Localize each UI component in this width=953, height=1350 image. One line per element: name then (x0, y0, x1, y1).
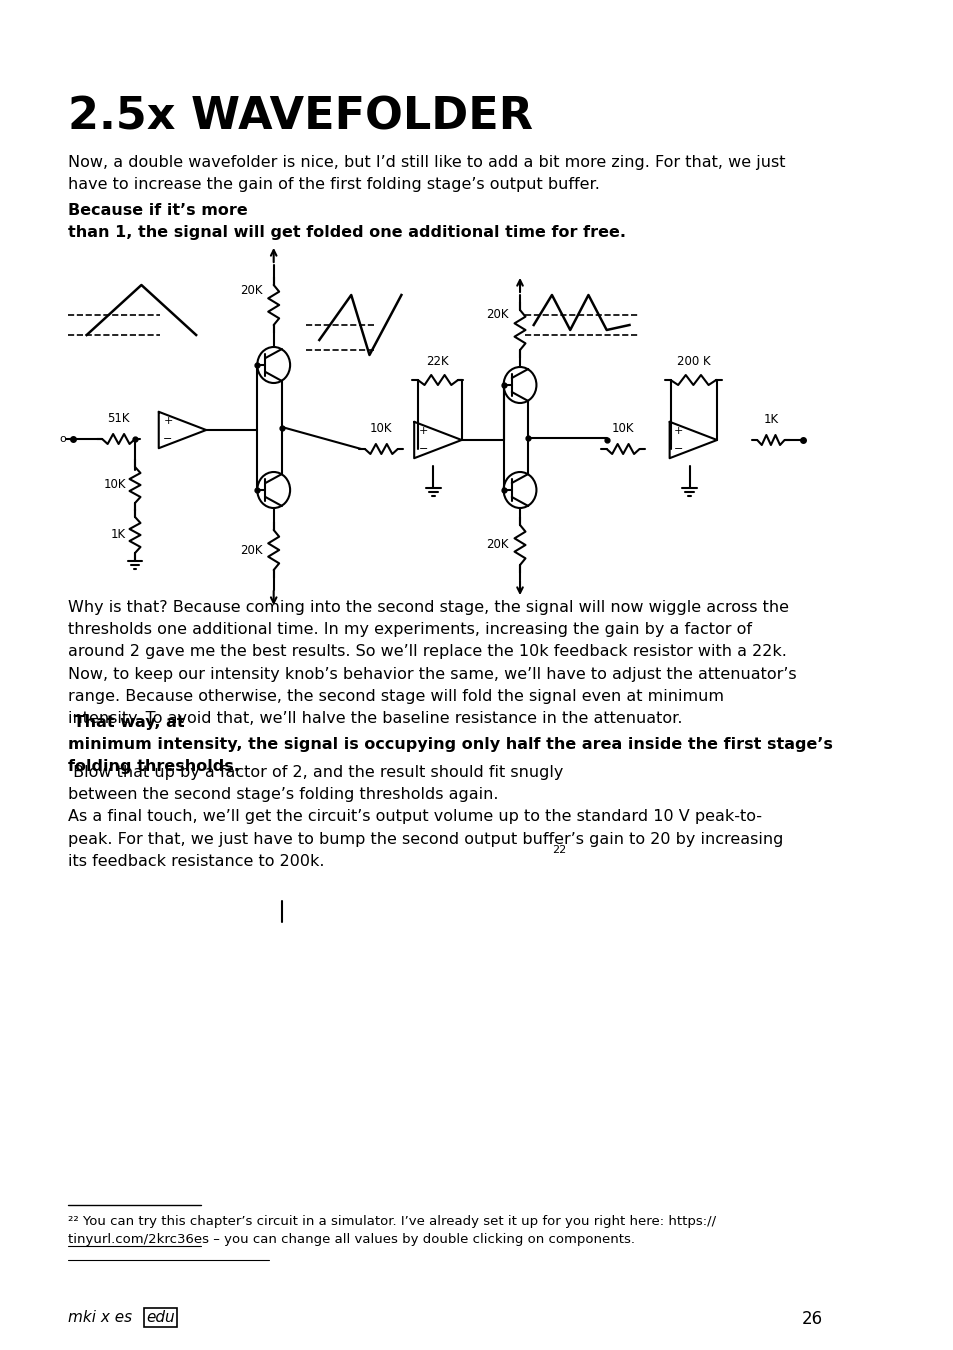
Text: Because if it’s more
than 1, the signal will get folded one additional time for : Because if it’s more than 1, the signal … (69, 202, 626, 240)
Text: 2.5x WAVEFOLDER: 2.5x WAVEFOLDER (69, 95, 533, 138)
Text: 1K: 1K (111, 528, 126, 541)
Text: −: − (418, 444, 428, 454)
Text: 10K: 10K (611, 423, 634, 435)
Text: 26: 26 (801, 1310, 822, 1328)
Text: 20K: 20K (486, 309, 509, 321)
Text: Why is that? Because coming into the second stage, the signal will now wiggle ac: Why is that? Because coming into the sec… (69, 599, 796, 726)
Text: +: + (674, 425, 683, 436)
Text: +: + (418, 425, 428, 436)
Text: 22: 22 (552, 845, 566, 855)
Text: 1K: 1K (762, 413, 778, 427)
Text: 10K: 10K (103, 478, 126, 491)
Text: 200 K: 200 K (676, 355, 709, 369)
Text: +: + (163, 416, 172, 425)
Text: That way, at
minimum intensity, the signal is occupying only half the area insid: That way, at minimum intensity, the sign… (69, 716, 832, 775)
Text: ²² You can try this chapter’s circuit in a simulator. I’ve already set it up for: ²² You can try this chapter’s circuit in… (69, 1215, 716, 1246)
Text: 20K: 20K (486, 539, 509, 552)
Text: o: o (59, 433, 66, 444)
Text: Now, a double wavefolder is nice, but I’d still like to add a bit more zing. For: Now, a double wavefolder is nice, but I’… (69, 155, 785, 192)
Text: 51K: 51K (108, 412, 130, 425)
Text: 22K: 22K (426, 355, 449, 369)
Text: −: − (674, 444, 683, 454)
Text: edu: edu (146, 1310, 174, 1324)
Text: 20K: 20K (240, 284, 262, 297)
Text: −: − (163, 435, 172, 444)
Text: 10K: 10K (370, 423, 393, 435)
Text: 20K: 20K (240, 544, 262, 556)
Text: Blow that up by a factor of 2, and the result should fit snugly
between the seco: Blow that up by a factor of 2, and the r… (69, 765, 783, 869)
Text: mki x es: mki x es (69, 1310, 132, 1324)
